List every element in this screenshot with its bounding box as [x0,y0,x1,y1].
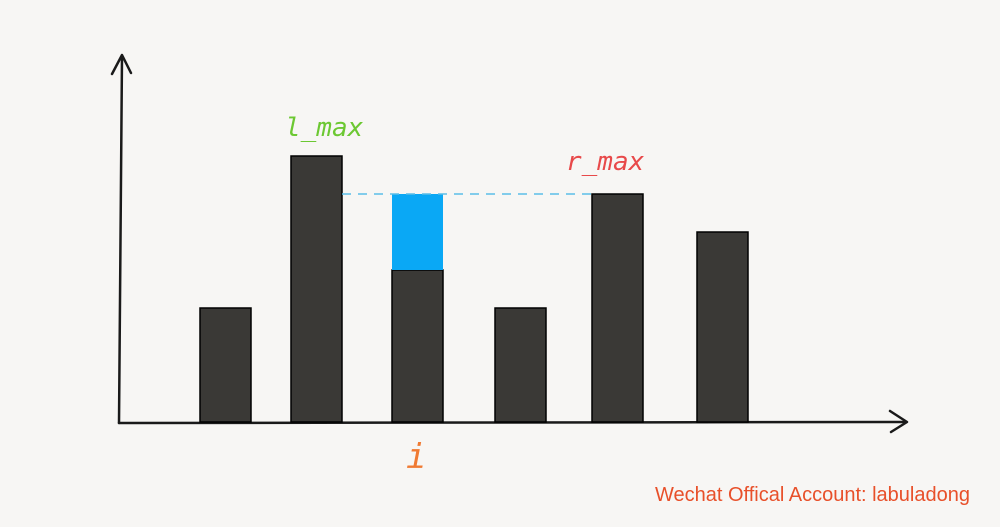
x-axis-arrowhead [888,409,909,434]
bar [290,155,343,423]
bar [391,269,444,423]
watermark: Wechat Offical Account: labuladong [654,484,970,506]
bars [199,155,749,423]
bar [199,307,252,423]
bar [696,231,749,423]
l-max-label: l_max [285,113,364,143]
y-axis-arrowhead [110,53,133,76]
water-block [392,194,443,270]
bar [494,307,547,423]
bar [591,193,644,423]
water [392,194,443,270]
i-label: i [406,437,426,477]
y-axis [117,54,124,425]
r-max-label: r_max [566,147,645,177]
